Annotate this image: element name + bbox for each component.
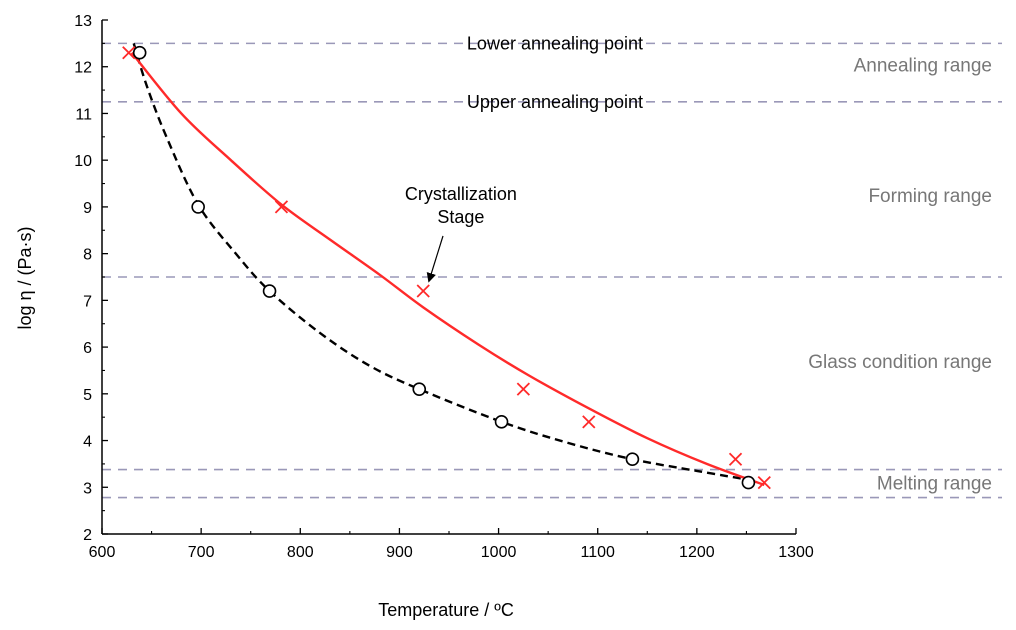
y-tick-label-7: 9	[83, 200, 92, 217]
x-tick-label-1: 700	[188, 544, 215, 561]
circle-point-0	[132, 45, 147, 60]
y-axis-title: log η / (Pa·s)	[15, 226, 35, 329]
cross-stroke-b	[728, 452, 743, 466]
annotation-line-0: Crystallization	[405, 184, 517, 204]
y-tick-label-5: 7	[83, 293, 92, 310]
x-tick-label-2: 800	[287, 544, 314, 561]
cross-stroke-b	[757, 475, 771, 490]
reference-label-1: Upper annealing point	[467, 92, 643, 112]
x-tick-label-3: 900	[386, 544, 413, 561]
cross-point-6	[757, 475, 771, 490]
annotation-line-1: Stage	[437, 207, 484, 227]
fit-curves	[130, 43, 765, 487]
circle-point-1	[191, 200, 205, 214]
annotation-arrow	[426, 235, 444, 283]
circle-point-6	[741, 475, 756, 490]
cross-point-2	[416, 284, 430, 298]
y-tick-label-0: 2	[83, 527, 92, 544]
range-label-0: Annealing range	[854, 55, 992, 76]
circle-point-4	[494, 415, 509, 429]
cross-point-5	[728, 452, 743, 466]
crystallization-annotation: Crystallization Stage	[405, 184, 517, 283]
red-solid-fit-curve	[130, 51, 765, 487]
reference-labels: Lower annealing point Upper annealing poi…	[467, 33, 643, 111]
x-tick-label-5: 1100	[581, 544, 616, 561]
range-label-1: Forming range	[868, 186, 992, 207]
black-dashed-fit-curve	[132, 43, 752, 482]
cross-point-0	[122, 46, 136, 60]
x-tick-label-0: 600	[89, 544, 116, 561]
x-tick-label-7: 1300	[778, 544, 814, 561]
data-points	[122, 45, 771, 490]
cross-point-3	[516, 382, 530, 396]
axes: 600 700 800 900 1000 1100 1200 1300 2 3 4 5 6 7 8 9 10 11…	[74, 13, 814, 561]
cross-stroke-b	[582, 415, 596, 429]
x-tick-label-4: 1000	[481, 544, 517, 561]
y-tick-label-10: 12	[74, 60, 92, 77]
cross-stroke-b	[274, 200, 289, 214]
range-label-3: Melting range	[877, 474, 992, 495]
cross-stroke-b	[416, 284, 430, 298]
y-tick-label-9: 11	[75, 106, 92, 123]
y-tick-label-2: 4	[83, 434, 92, 451]
cross-point-4	[582, 415, 596, 429]
cross-point-1	[274, 200, 289, 214]
x-axis-title: Temperature / ºC	[378, 600, 514, 620]
cross-stroke-b	[516, 382, 530, 396]
circle-point-5	[625, 452, 640, 467]
circle-point-2	[262, 284, 277, 298]
circle-point-3	[412, 382, 427, 396]
cross-stroke-b	[122, 46, 136, 60]
y-tick-label-8: 10	[74, 153, 92, 170]
y-tick-label-3: 5	[83, 387, 92, 404]
x-tick-label-6: 1200	[679, 544, 715, 561]
y-tick-label-1: 3	[83, 480, 92, 497]
reference-label-0: Lower annealing point	[467, 33, 643, 53]
y-tick-label-6: 8	[83, 247, 92, 264]
range-labels: Annealing range Forming range Glass condit…	[808, 55, 992, 494]
y-tick-label-4: 6	[83, 340, 92, 357]
y-tick-label-11: 13	[74, 13, 92, 30]
reference-lines	[102, 42, 1002, 499]
range-label-2: Glass condition range	[808, 352, 992, 373]
